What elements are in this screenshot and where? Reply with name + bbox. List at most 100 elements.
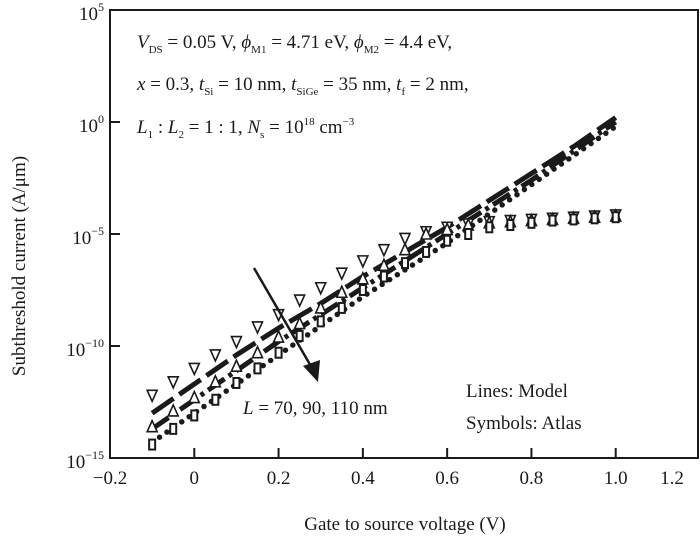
x-tick-label: −0.2 xyxy=(92,468,128,489)
x-tick-label: 1.2 xyxy=(660,468,684,489)
atlas-point-square xyxy=(464,228,473,240)
atlas-point-square xyxy=(379,270,388,283)
annotation-segment: s xyxy=(260,129,265,141)
atlas-point-square xyxy=(232,376,241,389)
annotation-segment: = 10 xyxy=(264,117,304,138)
annotation-segment: Si xyxy=(204,86,214,98)
atlas-point-square xyxy=(485,221,494,234)
parameter-line-1: VDS = 0.05 V, ϕM1 = 4.71 eV, ϕM2 = 4.4 e… xyxy=(137,33,452,56)
atlas-point-square xyxy=(506,219,515,232)
atlas-point-square xyxy=(548,214,557,227)
model-line-dot xyxy=(149,123,619,446)
y-tick-label: 10−5 xyxy=(72,224,104,249)
atlas-point-square xyxy=(590,212,599,225)
atlas-point-triangle-down xyxy=(145,389,159,404)
atlas-point-triangle-down xyxy=(230,335,243,350)
atlas-point-triangle-down xyxy=(293,294,306,309)
annotation-segment: = 2 nm, xyxy=(405,74,469,95)
atlas-point-square xyxy=(211,393,220,406)
annotation-segment: N xyxy=(247,117,261,138)
atlas-point-triangle-up xyxy=(209,373,222,388)
atlas-point-triangle-up xyxy=(419,226,433,240)
annotation-segment: = 0.3, xyxy=(145,74,199,95)
annotation-segment: L xyxy=(167,117,179,138)
atlas-point-triangle-down xyxy=(188,362,201,377)
atlas-point-triangle-up xyxy=(335,284,349,299)
annotation-segment: = 35 nm, xyxy=(318,74,397,95)
y-tick-label: 10−15 xyxy=(66,448,104,473)
arrow-label: L = 70, 90, 110 nm xyxy=(243,399,388,418)
atlas-point-square xyxy=(443,234,452,247)
trend-arrow-shaft xyxy=(252,267,314,369)
x-tick-label: 1.0 xyxy=(603,468,628,489)
annotation-segment: : xyxy=(153,117,168,138)
annotation-segment: DS xyxy=(148,44,163,56)
atlas-point-square xyxy=(169,422,178,435)
annotation-segment: L xyxy=(243,398,254,419)
atlas-point-square xyxy=(148,438,157,451)
atlas-point-square xyxy=(611,211,620,224)
atlas-point-square xyxy=(316,315,325,328)
annotation-segment: cm xyxy=(314,117,343,138)
legend-symbols: Symbols: Atlas xyxy=(466,413,582,434)
atlas-point-triangle-down xyxy=(335,267,349,282)
x-tick-label: 0 xyxy=(189,468,200,489)
atlas-point-square xyxy=(253,362,262,375)
annotation-segment: ϕ xyxy=(241,32,252,53)
atlas-point-square xyxy=(569,213,578,226)
atlas-point-square xyxy=(401,257,409,270)
atlas-point-triangle-up xyxy=(188,389,201,404)
annotation-segment: = 10 nm, xyxy=(213,74,292,95)
atlas-point-triangle-down xyxy=(398,232,412,247)
atlas-point-square xyxy=(190,409,199,422)
annotation-segment: −3 xyxy=(342,116,355,128)
atlas-point-square xyxy=(295,329,304,342)
annotation-segment: t xyxy=(396,74,402,95)
x-tick-label: 0.4 xyxy=(350,468,375,489)
legend-lines: Lines: Model xyxy=(466,381,568,402)
atlas-point-square xyxy=(527,216,536,229)
trend-arrowhead-icon xyxy=(303,360,320,382)
atlas-point-triangle-up xyxy=(377,257,391,272)
atlas-point-triangle-up xyxy=(398,241,412,256)
atlas-point-square xyxy=(337,301,346,314)
annotation-segment: t xyxy=(198,74,205,95)
annotation-segment: 2 xyxy=(178,129,184,141)
atlas-point-triangle-up xyxy=(440,221,454,236)
annotation-segment: = 0.05 V, xyxy=(162,32,242,53)
y-tick-label: 100 xyxy=(79,112,104,137)
annotation-segment: = 4.71 eV, xyxy=(266,32,354,53)
atlas-point-triangle-down xyxy=(251,321,264,335)
atlas-point-triangle-down xyxy=(356,255,370,269)
atlas-point-triangle-up xyxy=(145,418,159,433)
x-tick-label: 0.8 xyxy=(519,468,544,489)
annotation-segment: ϕ xyxy=(353,32,364,53)
atlas-point-square xyxy=(422,245,431,258)
atlas-point-triangle-up xyxy=(230,358,243,372)
annotation-segment: = 1 : 1, xyxy=(183,117,248,138)
annotation-segment: f xyxy=(401,86,406,98)
atlas-point-triangle-up xyxy=(314,299,327,314)
parameter-line-3: L1 : L2 = 1 : 1, Ns = 1018 cm−3 xyxy=(137,117,354,141)
annotation-segment: M1 xyxy=(251,44,267,56)
annotation-segment: x xyxy=(137,74,146,95)
atlas-point-triangle-down xyxy=(377,243,391,258)
atlas-point-triangle-up xyxy=(166,403,180,417)
parameter-line-2: x = 0.3, tSi = 10 nm, tSiGe = 35 nm, tf … xyxy=(137,75,469,98)
x-tick-label: 0.2 xyxy=(266,468,291,489)
annotation-segment: 1 xyxy=(147,129,154,141)
x-axis-label: Gate to source voltage (V) xyxy=(304,514,506,535)
atlas-point-square xyxy=(358,284,367,296)
annotation-segment: 18 xyxy=(303,116,315,128)
atlas-point-triangle-up xyxy=(293,315,306,330)
y-tick-label: 105 xyxy=(79,0,104,25)
annotation-segment: SiGe xyxy=(296,86,319,98)
atlas-point-triangle-up xyxy=(272,329,285,343)
atlas-point-square xyxy=(274,346,283,359)
atlas-point-triangle-down xyxy=(166,376,180,390)
atlas-point-triangle-down xyxy=(209,349,222,363)
annotation-segment: L xyxy=(137,117,148,138)
y-tick-label: 10−10 xyxy=(66,336,104,361)
